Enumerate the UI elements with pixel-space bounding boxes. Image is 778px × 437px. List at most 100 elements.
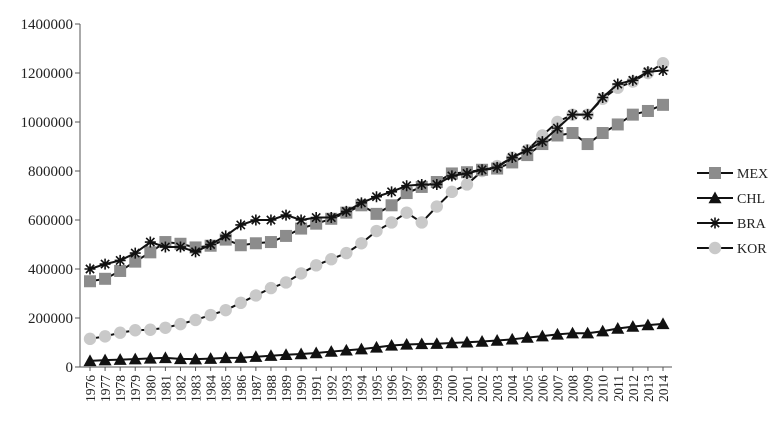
legend-item-kor: KOR	[697, 241, 767, 257]
data-point-mex	[249, 237, 262, 250]
data-point-bra	[250, 214, 262, 226]
data-point-bra	[612, 78, 624, 90]
data-point-chl	[535, 329, 549, 342]
data-point-mex	[566, 127, 579, 140]
x-tick-label: 2007	[550, 375, 565, 402]
x-tick-label: 2002	[475, 375, 490, 402]
data-point-chl	[204, 352, 218, 364]
data-point-chl	[83, 354, 97, 367]
data-point-mex	[234, 239, 247, 252]
data-point-chl	[294, 347, 308, 360]
data-point-mex	[295, 222, 308, 235]
data-point-chl	[234, 351, 248, 363]
data-point-mex	[129, 255, 142, 268]
data-point-bra	[174, 241, 186, 253]
x-tick-label: 1986	[234, 375, 249, 402]
data-point-chl	[520, 331, 534, 343]
data-point-bra	[431, 178, 443, 190]
x-tick-label: 1994	[354, 375, 369, 402]
data-point-bra	[597, 92, 609, 103]
data-point-bra	[129, 247, 141, 259]
data-point-bra	[220, 230, 232, 242]
data-point-chl	[641, 318, 655, 331]
data-point-kor	[98, 330, 112, 343]
data-point-mex	[596, 127, 609, 140]
legend-marker-kor	[708, 241, 722, 255]
data-point-bra	[521, 144, 533, 156]
y-tick-label: 600000	[28, 213, 73, 229]
data-point-bra	[551, 122, 563, 134]
data-point-bra	[582, 109, 594, 121]
legend: MEX CHL BRA KOR	[697, 167, 768, 257]
data-point-kor	[460, 178, 474, 191]
data-point-kor	[83, 332, 97, 346]
data-point-kor	[415, 216, 428, 229]
data-point-bra	[159, 241, 171, 253]
x-tick-label: 1978	[113, 375, 128, 402]
data-point-bra	[355, 197, 367, 209]
data-point-chl	[113, 353, 127, 365]
data-point-kor	[234, 296, 247, 310]
data-point-mex	[611, 118, 624, 131]
data-point-chl	[445, 336, 459, 349]
legend-label: CHL	[737, 192, 765, 207]
data-point-chl	[400, 337, 414, 350]
x-tick-label: 1983	[189, 375, 204, 402]
x-tick-label: 2001	[460, 375, 475, 402]
x-tick-label: 2005	[520, 375, 535, 402]
data-point-mex	[581, 138, 594, 151]
y-tick-label: 1200000	[21, 66, 74, 82]
x-tick-label: 2011	[611, 375, 626, 402]
data-point-mex	[626, 108, 639, 121]
data-point-chl	[505, 332, 519, 345]
data-point-chl	[626, 320, 640, 332]
x-tick-label: 2004	[505, 375, 520, 402]
x-tick-label: 1977	[98, 375, 113, 402]
data-point-bra	[627, 74, 639, 86]
x-tick-label: 2000	[445, 375, 460, 402]
x-tick-label: 1996	[385, 375, 400, 402]
data-point-chl	[98, 353, 112, 366]
data-point-bra	[325, 212, 337, 224]
data-point-bra	[491, 161, 503, 173]
data-point-bra	[386, 186, 398, 198]
data-point-bra	[657, 65, 669, 77]
x-tick-label: 1987	[249, 375, 264, 402]
data-point-chl	[339, 343, 353, 356]
x-axis-ticks: 1976 1977 1978 1979 1980 1981 1982 1983 1984 1985…	[83, 367, 671, 402]
x-tick-label: 1985	[219, 375, 234, 402]
data-point-bra	[310, 212, 322, 224]
x-tick-label: 1981	[158, 375, 173, 402]
x-tick-label: 1988	[264, 375, 279, 402]
data-point-mex	[84, 275, 96, 288]
data-point-kor	[445, 185, 459, 199]
data-point-kor	[355, 237, 368, 250]
data-point-kor	[309, 259, 323, 272]
data-point-kor	[325, 253, 338, 266]
data-point-bra	[295, 214, 307, 226]
x-tick-label: 1995	[370, 375, 385, 402]
data-point-bra	[190, 246, 202, 258]
legend-marker-chl	[708, 191, 722, 204]
data-point-bra	[114, 254, 126, 266]
x-tick-label: 1990	[294, 375, 309, 402]
data-point-chl	[566, 326, 580, 339]
x-tick-label: 1993	[339, 375, 354, 402]
x-tick-label: 2010	[596, 375, 611, 402]
data-point-mex	[99, 272, 112, 285]
data-point-chl	[309, 346, 323, 359]
data-point-bra	[506, 152, 518, 164]
data-point-mex	[641, 104, 654, 117]
data-point-kor	[385, 216, 398, 229]
data-point-mex	[385, 199, 398, 212]
data-point-chl	[596, 324, 610, 337]
y-tick-label: 1400000	[21, 17, 74, 33]
data-point-kor	[113, 326, 127, 339]
data-point-chl	[173, 352, 187, 365]
y-tick-label: 800000	[28, 164, 73, 180]
data-point-bra	[144, 236, 156, 248]
legend-label: KOR	[737, 242, 767, 257]
data-point-bra	[99, 258, 111, 270]
data-point-chl	[158, 351, 172, 364]
